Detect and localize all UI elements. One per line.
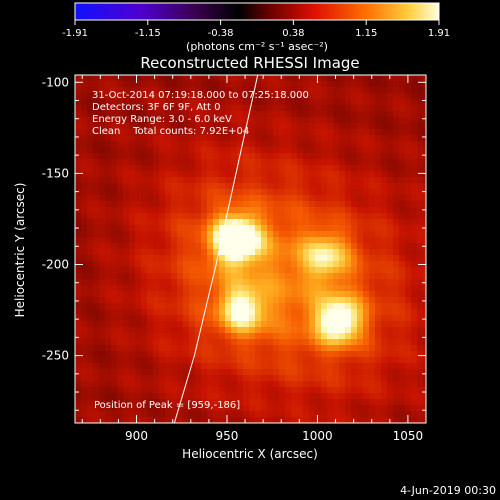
y-tick-label: -250 xyxy=(42,349,69,363)
axis-ticks: 900 950 1000 1050 -100 -150 -200 -250 xyxy=(42,75,427,443)
colorbar-tick-label: 0.38 xyxy=(282,28,304,39)
y-tick-label: -150 xyxy=(42,166,69,180)
colorbar-gradient xyxy=(74,2,440,21)
colorbar-ticks: -1.91 -1.15 -0.38 0.38 1.15 1.91 xyxy=(62,20,450,39)
y-tick-label: -200 xyxy=(42,257,69,271)
annotation-energy-range: Energy Range: 3.0 - 6.0 keV xyxy=(92,114,232,125)
annotation-time-range: 31-Oct-2014 07:19:18.000 to 07:25:18.000 xyxy=(92,90,309,101)
x-tick-label: 950 xyxy=(216,429,239,443)
footer-date: 4-Jun-2019 00:30 xyxy=(400,484,496,497)
annotation-detectors: Detectors: 3F 6F 9F, Att 0 xyxy=(92,102,220,113)
solar-limb-line xyxy=(173,75,259,423)
colorbar-units-label: (photons cm⁻² s⁻¹ asec⁻²) xyxy=(186,40,328,53)
colorbar: -1.91 -1.15 -0.38 0.38 1.15 1.91 (photons cm⁻… xyxy=(62,2,450,53)
chart-title: Reconstructed RHESSI Image xyxy=(140,54,359,72)
info-annotation: 31-Oct-2014 07:19:18.000 to 07:25:18.000… xyxy=(92,90,309,137)
plot-area: 900 950 1000 1050 -100 -150 -200 -250 31-Oct-20… xyxy=(42,74,427,443)
colorbar-tick-label: 1.91 xyxy=(428,28,450,39)
x-tick-label: 1000 xyxy=(302,429,333,443)
x-axis-label: Heliocentric X (arcsec) xyxy=(182,447,318,461)
colorbar-tick-label: -1.15 xyxy=(135,28,161,39)
heatmap-image xyxy=(75,75,426,423)
peak-position-label: Position of Peak = [959,-186] xyxy=(94,400,240,411)
colorbar-tick-label: 1.15 xyxy=(355,28,377,39)
y-axis-label: Heliocentric Y (arcsec) xyxy=(13,183,27,318)
y-tick-label: -100 xyxy=(42,75,69,89)
colorbar-tick-label: -1.91 xyxy=(62,28,88,39)
colorbar-tick-label: -0.38 xyxy=(208,28,234,39)
x-tick-label: 900 xyxy=(125,429,148,443)
plot-frame xyxy=(74,74,427,424)
annotation-total-counts: Clean Total counts: 7.92E+04 xyxy=(92,126,249,137)
x-tick-label: 1050 xyxy=(393,429,424,443)
